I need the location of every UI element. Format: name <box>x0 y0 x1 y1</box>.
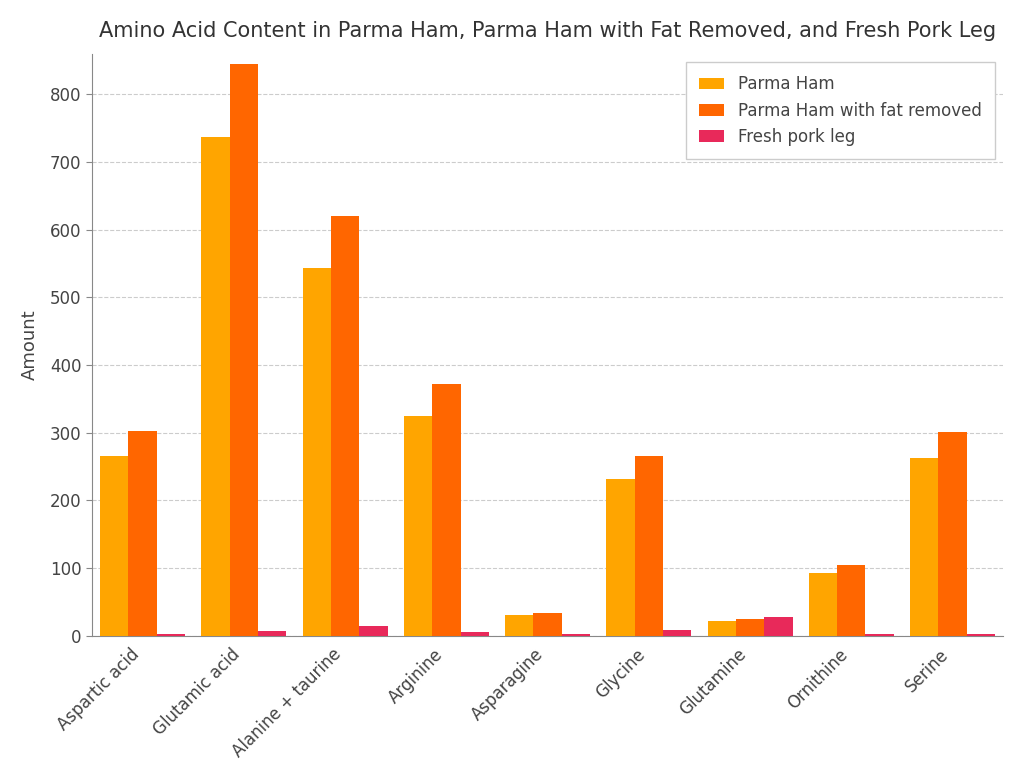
Bar <box>635 456 663 636</box>
Bar <box>302 268 331 636</box>
Bar <box>838 565 865 636</box>
Bar <box>809 572 838 636</box>
Bar <box>910 458 938 636</box>
Bar <box>938 432 967 636</box>
Bar <box>865 634 894 636</box>
Bar <box>534 612 562 636</box>
Bar <box>606 479 635 636</box>
Bar <box>128 431 157 636</box>
Bar <box>432 384 461 636</box>
Bar <box>764 617 793 636</box>
Bar <box>403 416 432 636</box>
Bar <box>229 63 258 636</box>
Bar <box>202 137 229 636</box>
Bar <box>562 634 590 636</box>
Title: Amino Acid Content in Parma Ham, Parma Ham with Fat Removed, and Fresh Pork Leg: Amino Acid Content in Parma Ham, Parma H… <box>99 21 996 41</box>
Bar <box>663 630 691 636</box>
Bar <box>359 626 388 636</box>
Y-axis label: Amount: Amount <box>20 309 39 380</box>
Bar <box>736 619 764 636</box>
Bar <box>505 615 534 636</box>
Bar <box>258 631 287 636</box>
Bar <box>461 633 488 636</box>
Bar <box>708 621 736 636</box>
Bar <box>100 456 128 636</box>
Bar <box>157 634 185 636</box>
Bar <box>331 216 359 636</box>
Legend: Parma Ham, Parma Ham with fat removed, Fresh pork leg: Parma Ham, Parma Ham with fat removed, F… <box>686 62 995 160</box>
Bar <box>967 633 995 636</box>
